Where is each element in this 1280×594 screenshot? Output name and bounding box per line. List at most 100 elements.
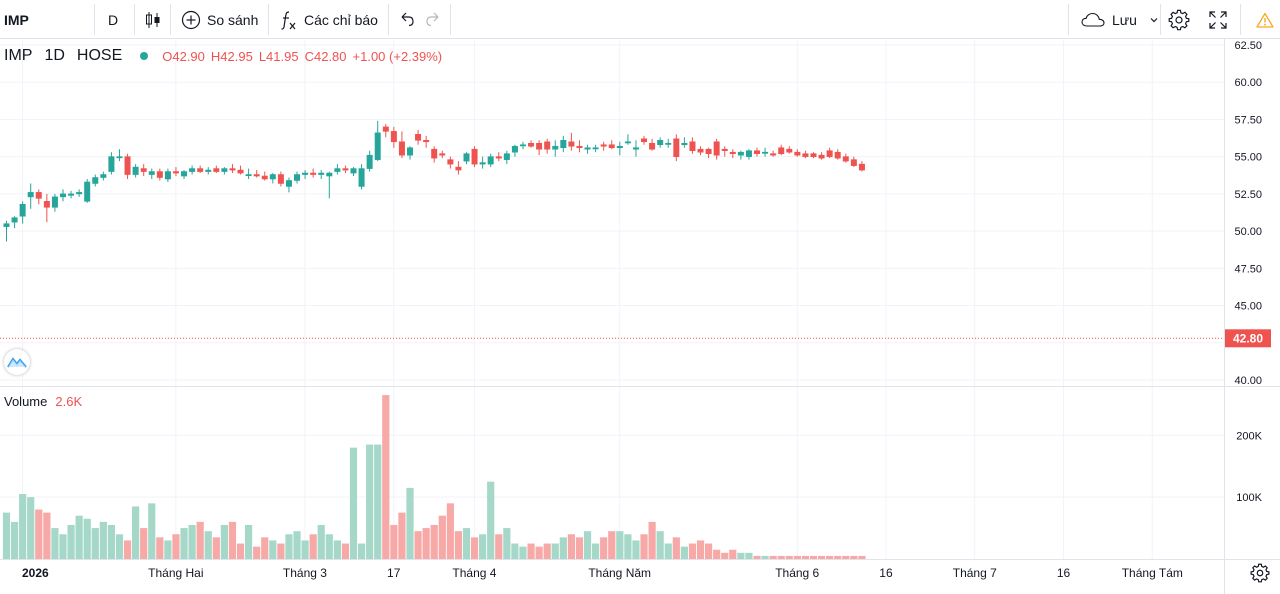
candle-body: [318, 172, 325, 175]
candle-body: [592, 147, 599, 150]
candle-body: [528, 142, 535, 147]
tradingview-icon: [7, 357, 27, 368]
volume-bar: [220, 524, 228, 559]
time-tick-label: 16: [1057, 566, 1071, 580]
candle-body: [205, 169, 212, 172]
candle-body: [657, 139, 664, 146]
candle-body: [277, 174, 284, 184]
candle-body: [560, 139, 567, 149]
save-button[interactable]: Lưu: [1080, 0, 1159, 39]
volume-bar: [479, 534, 487, 559]
volume-bar: [454, 531, 463, 559]
price-tick-label: 45.00: [1234, 301, 1262, 313]
volume-bar: [672, 537, 680, 559]
symbol-search-button[interactable]: IMP: [4, 11, 29, 28]
candle-body: [681, 142, 688, 146]
volume-bar: [59, 534, 67, 559]
toolbar-divider: [94, 4, 95, 35]
volume-bar: [10, 521, 19, 559]
series-legend[interactable]: IMP 1D HOSE O42.90 H42.95 L41.95 C42.80 …: [4, 46, 442, 66]
candle-body: [92, 177, 99, 184]
chart-type-button[interactable]: [144, 0, 162, 39]
low-value: L41.95: [258, 48, 299, 64]
candle-body: [164, 171, 171, 180]
settings-button[interactable]: [1168, 0, 1190, 39]
candle-body: [334, 168, 341, 172]
candle-body: [245, 174, 252, 177]
candle-body: [479, 162, 486, 165]
volume-bar: [2, 512, 11, 559]
time-axis-settings-button[interactable]: [1250, 563, 1270, 583]
redo-button[interactable]: [424, 0, 442, 39]
volume-bar: [777, 555, 785, 559]
candle-body: [786, 148, 793, 153]
volume-bar: [269, 540, 277, 559]
candle-body: [358, 168, 365, 187]
volume-bar: [551, 543, 559, 559]
volume-bars: [2, 395, 866, 559]
undo-button[interactable]: [398, 0, 416, 39]
candle-body: [842, 156, 849, 162]
volume-tick-label: 200K: [1236, 430, 1262, 442]
interval-button[interactable]: D: [108, 11, 119, 28]
volume-bar: [107, 524, 116, 559]
volume-bar: [366, 444, 374, 559]
candle-body: [108, 156, 115, 172]
candle-body: [770, 153, 777, 156]
volume-bar: [817, 555, 826, 559]
volume-bar: [172, 534, 180, 559]
gear-icon: [1250, 563, 1270, 583]
candle-body: [415, 134, 422, 141]
candle-body: [826, 150, 833, 157]
volume-bar: [761, 555, 769, 559]
tradingview-logo[interactable]: [4, 349, 30, 375]
top-toolbar: IMP D So sánh Các chỉ báo: [0, 0, 1280, 39]
candle-body: [189, 168, 196, 172]
compare-button[interactable]: So sánh: [181, 0, 258, 39]
indicators-button[interactable]: Các chỉ báo: [280, 0, 378, 39]
candle-body: [818, 154, 825, 159]
candle-body: [19, 204, 26, 217]
volume-bar: [261, 537, 269, 559]
volume-bar: [325, 534, 333, 559]
volume-bar: [688, 543, 697, 559]
volume-bar: [333, 540, 341, 559]
candle-body: [624, 141, 631, 144]
candle-body: [576, 145, 583, 149]
candle-body: [689, 141, 696, 152]
fullscreen-button[interactable]: [1208, 0, 1228, 39]
volume-legend[interactable]: Volume 2.6K: [4, 394, 82, 409]
candle-body: [455, 166, 462, 171]
volume-bar: [115, 534, 124, 559]
high-value: H42.95: [210, 48, 253, 64]
volume-bar: [132, 506, 140, 559]
volume-bar: [721, 552, 729, 559]
volume-label: Volume: [4, 394, 48, 409]
candle-body: [616, 145, 623, 149]
time-tick-label: Tháng 3: [283, 566, 327, 580]
volume-bar: [858, 555, 866, 559]
volume-bar: [43, 512, 51, 559]
time-tick-label: Tháng Năm: [588, 566, 651, 580]
volume-bar: [228, 521, 237, 559]
toolbar-divider: [268, 4, 269, 35]
volume-tick-label: 100K: [1236, 492, 1262, 504]
volume-bar: [535, 546, 543, 559]
candle-body: [536, 142, 543, 150]
candle-body: [729, 151, 736, 154]
volume-bar: [301, 540, 309, 559]
candle-body: [310, 172, 317, 175]
price-tick-label: 57.50: [1234, 114, 1262, 126]
volume-bar: [422, 528, 430, 559]
candle-body: [406, 147, 413, 156]
volume-bar: [826, 555, 834, 559]
volume-bar: [495, 534, 503, 559]
candle-body: [794, 151, 801, 156]
volume-bar: [430, 524, 438, 559]
candle-body: [697, 148, 704, 153]
volume-bar: [164, 540, 172, 559]
candles: [3, 120, 865, 242]
warning-button[interactable]: [1256, 0, 1274, 39]
volume-bar: [19, 494, 27, 559]
